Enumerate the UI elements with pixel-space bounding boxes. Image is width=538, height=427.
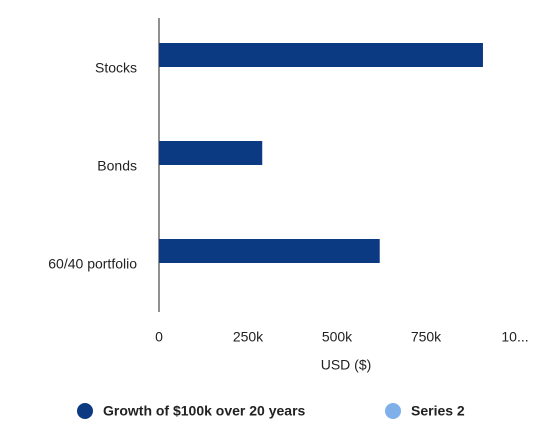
legend-label: Series 2 — [411, 403, 465, 419]
bar — [159, 239, 380, 263]
y-tick-label: Bonds — [97, 158, 137, 174]
legend-swatch — [77, 403, 93, 419]
x-axis-title: USD ($) — [321, 357, 372, 373]
bar — [159, 43, 483, 67]
x-tick-label: 0 — [155, 329, 163, 345]
x-tick-label: 500k — [322, 329, 353, 345]
legend-label: Growth of $100k over 20 years — [103, 403, 306, 419]
y-tick-label: 60/40 portfolio — [48, 256, 137, 272]
x-tick-label: 750k — [411, 329, 442, 345]
bar — [159, 141, 263, 165]
x-tick-label: 10... — [501, 329, 528, 345]
legend-swatch — [385, 403, 401, 419]
y-tick-label: Stocks — [95, 60, 137, 76]
x-tick-label: 250k — [233, 329, 264, 345]
